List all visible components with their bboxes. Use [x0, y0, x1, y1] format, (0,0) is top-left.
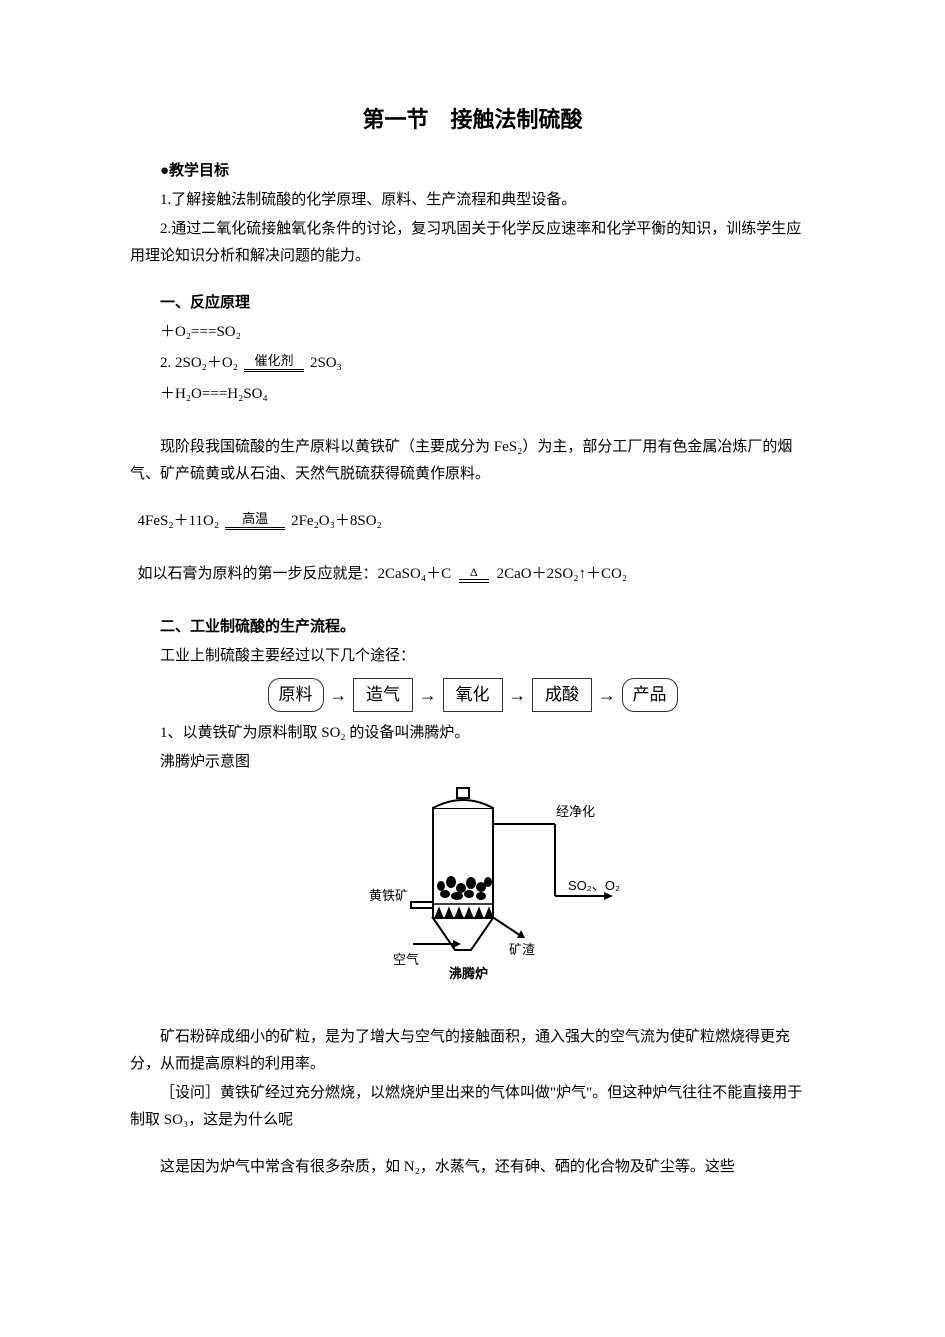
label-slag: 矿渣: [509, 942, 535, 957]
label-purify: 经净化: [556, 804, 595, 819]
eq4-arrow: [225, 527, 285, 530]
flow-node-acid: 成酸: [532, 678, 592, 713]
equation-1: ＋O₂===SO₂: [160, 319, 815, 346]
flow-arrow-icon: →: [508, 679, 526, 711]
furnace-svg: 经净化 SO₂、O₂ 黄铁矿 矿渣 空气 沸腾炉: [323, 786, 623, 996]
section-1-heading: 一、反应原理: [130, 290, 815, 317]
grind-paragraph: 矿石粉碎成细小的矿粒，是为了增大与空气的接触面积，通入强大的空气流为使矿粒燃烧得…: [130, 1024, 815, 1078]
label-gasout: SO₂、O₂: [568, 878, 620, 893]
flow-node-oxidize: 氧化: [443, 678, 503, 713]
delta-symbol: Δ: [470, 566, 478, 578]
equation-3: ＋H₂O===H₂SO₄: [160, 381, 815, 408]
page-title: 第一节 接触法制硫酸: [130, 100, 815, 140]
gypsum-prefix: 如以石膏为原料的第一步反应就是：2CaSO₄＋C: [138, 566, 452, 582]
label-pyrite: 黄铁矿: [369, 888, 408, 903]
objective-1: 1.了解接触法制硫酸的化学原理、原料、生产流程和典型设备。: [130, 187, 815, 214]
eq2-right: 2SO₃: [310, 350, 342, 377]
eq2-arrow: [244, 369, 304, 372]
objectives-heading: ●教学目标: [160, 158, 815, 185]
flow-node-product: 产品: [622, 678, 678, 713]
label-air: 空气: [393, 952, 419, 967]
eq4-condition: 高温: [242, 512, 268, 527]
equation-2: 2. 2SO₂＋O₂ 催化剂 2SO₃: [160, 350, 815, 377]
device-caption: 沸腾炉示意图: [130, 749, 815, 776]
flow-node-gas: 造气: [353, 678, 413, 713]
objective-2: 2.通过二氧化硫接触氧化条件的讨论，复习巩固关于化学反应速率和化学平衡的知识，训…: [130, 216, 815, 270]
label-furnace-name: 沸腾炉: [449, 966, 488, 981]
eq2-left: 2. 2SO₂＋O₂: [160, 350, 238, 377]
eq4-right: 2Fe₂O₃＋8SO₂: [291, 508, 382, 535]
section-2-intro: 工业上制硫酸主要经过以下几个途径：: [130, 643, 815, 670]
furnace-diagram: 经净化 SO₂、O₂ 黄铁矿 矿渣 空气 沸腾炉: [130, 786, 815, 1006]
section-2-heading: 二、工业制硫酸的生产流程。: [130, 614, 815, 641]
gypsum-equation: 如以石膏为原料的第一步反应就是：2CaSO₄＋C Δ 2CaO＋2SO₂↑＋CO…: [138, 561, 816, 588]
flow-node-raw: 原料: [268, 678, 324, 713]
raw-material-paragraph: 现阶段我国硫酸的生产原料以黄铁矿（主要成分为 FeS₂）为主，部分工厂用有色金属…: [130, 434, 815, 488]
device-intro: 1、以黄铁矿为原料制取 SO₂ 的设备叫沸腾炉。: [130, 720, 815, 747]
eq2-condition: 催化剂: [254, 354, 293, 369]
flow-arrow-icon: →: [329, 679, 347, 711]
eq4-left: 4FeS₂＋11O₂: [138, 508, 220, 535]
equation-4: 4FeS₂＋11O₂ 高温 2Fe₂O₃＋8SO₂: [138, 508, 816, 535]
flow-arrow-icon: →: [598, 679, 616, 711]
answer-paragraph: 这是因为炉气中常含有很多杂质，如 N₂，水蒸气，还有砷、硒的化合物及矿尘等。这些: [130, 1154, 815, 1181]
gypsum-suffix: 2CaO＋2SO₂↑＋CO₂: [497, 566, 627, 582]
delta-line: [459, 579, 489, 583]
question-paragraph: ［设问］黄铁矿经过充分燃烧，以燃烧炉里出来的气体叫做"炉气"。但这种炉气往往不能…: [130, 1080, 815, 1134]
flow-arrow-icon: →: [419, 679, 437, 711]
process-flow-diagram: 原料 → 造气 → 氧化 → 成酸 → 产品: [130, 678, 815, 713]
